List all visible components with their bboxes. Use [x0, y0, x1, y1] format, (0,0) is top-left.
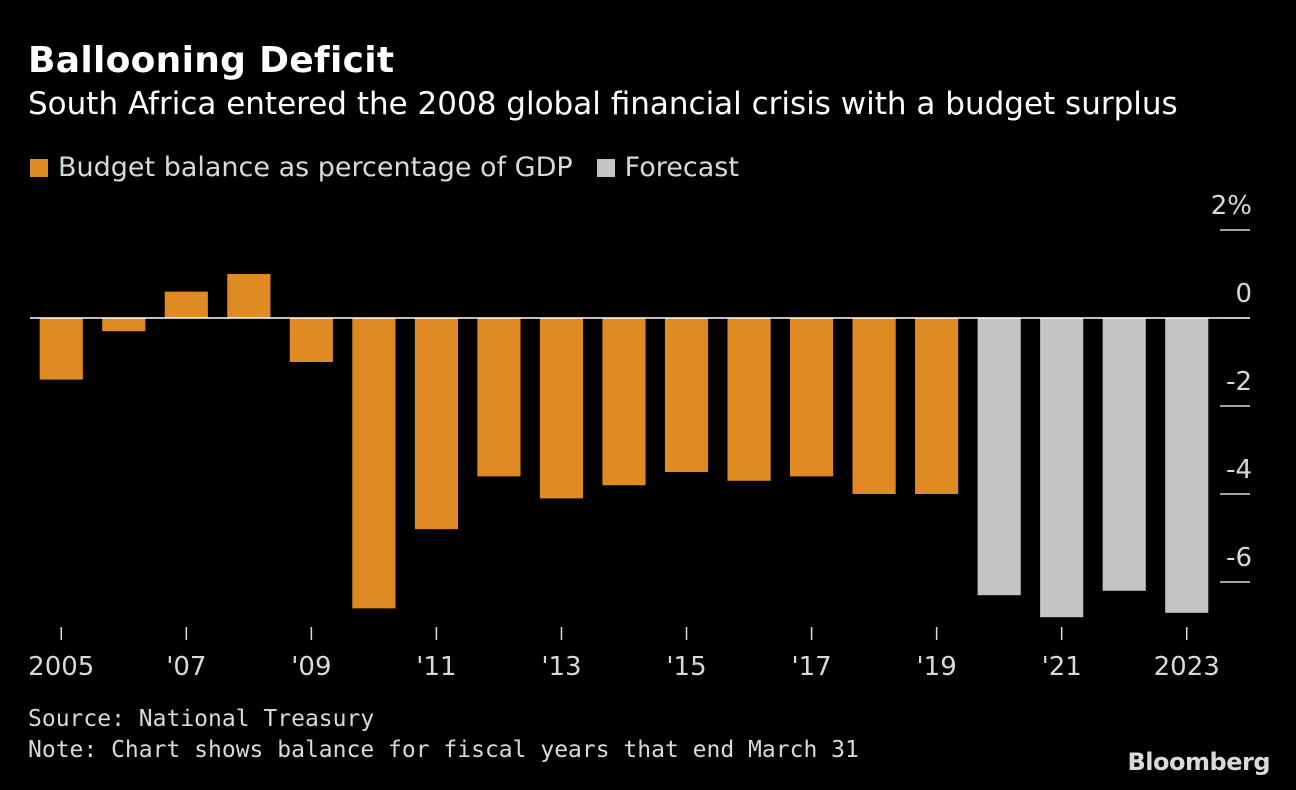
- y-tick-label: -6: [1226, 543, 1252, 573]
- bar-2009: [289, 318, 333, 362]
- legend-item-forecast: Forecast: [596, 152, 739, 183]
- bloomberg-logo: Bloomberg: [1127, 748, 1271, 776]
- bar-2023-forecast: [1165, 318, 1209, 613]
- y-tick-label: 2%: [1211, 191, 1252, 221]
- legend-swatch-forecast: [596, 158, 615, 177]
- bar-2016: [727, 318, 771, 481]
- x-tick-label: '21: [1042, 652, 1082, 682]
- bar-2017: [790, 318, 834, 477]
- bar-2022-forecast: [1102, 318, 1146, 591]
- legend-label-forecast: Forecast: [624, 152, 739, 183]
- bar-2015: [664, 318, 709, 472]
- x-tick-label: '19: [917, 652, 957, 682]
- legend-label-budget-balance: Budget balance as percentage of GDP: [58, 152, 573, 183]
- y-tick-label: -4: [1226, 455, 1252, 485]
- bar-2020-forecast: [977, 318, 1021, 596]
- bar-2005: [39, 318, 83, 380]
- legend-swatch-budget-balance: [30, 158, 48, 177]
- x-tick-label: '09: [291, 652, 331, 682]
- chart-title: Ballooning Deficit: [28, 40, 395, 81]
- x-tick-label: 2023: [1154, 652, 1220, 682]
- x-tick-label: '15: [666, 652, 706, 682]
- y-tick-label: 0: [1235, 279, 1252, 309]
- bar-2012: [477, 318, 521, 477]
- legend-item-budget-balance: Budget balance as percentage of GDP: [30, 152, 573, 183]
- y-tick-label: -2: [1226, 367, 1252, 397]
- bar-2014: [602, 318, 646, 486]
- bar-2006: [102, 318, 146, 332]
- bar-2010: [352, 318, 396, 609]
- bar-2011: [414, 318, 458, 530]
- x-tick-label: '07: [166, 652, 206, 682]
- source-note: Source: National Treasury: [28, 706, 375, 732]
- x-tick-label: '13: [541, 652, 581, 682]
- bar-2013: [539, 318, 584, 499]
- bar-2007: [164, 291, 208, 318]
- x-tick-label: '17: [791, 652, 831, 682]
- bar-2018: [852, 318, 896, 494]
- bar-2019: [915, 318, 959, 494]
- chart-subtitle: South Africa entered the 2008 global fin…: [28, 86, 1178, 122]
- x-tick-label: '11: [416, 652, 456, 682]
- x-tick-label: 2005: [28, 652, 94, 682]
- bar-2021-forecast: [1040, 318, 1084, 618]
- footnote: Note: Chart shows balance for fiscal yea…: [28, 737, 859, 763]
- legend: Budget balance as percentage of GDP Fore…: [30, 152, 763, 183]
- bar-2008: [227, 274, 271, 318]
